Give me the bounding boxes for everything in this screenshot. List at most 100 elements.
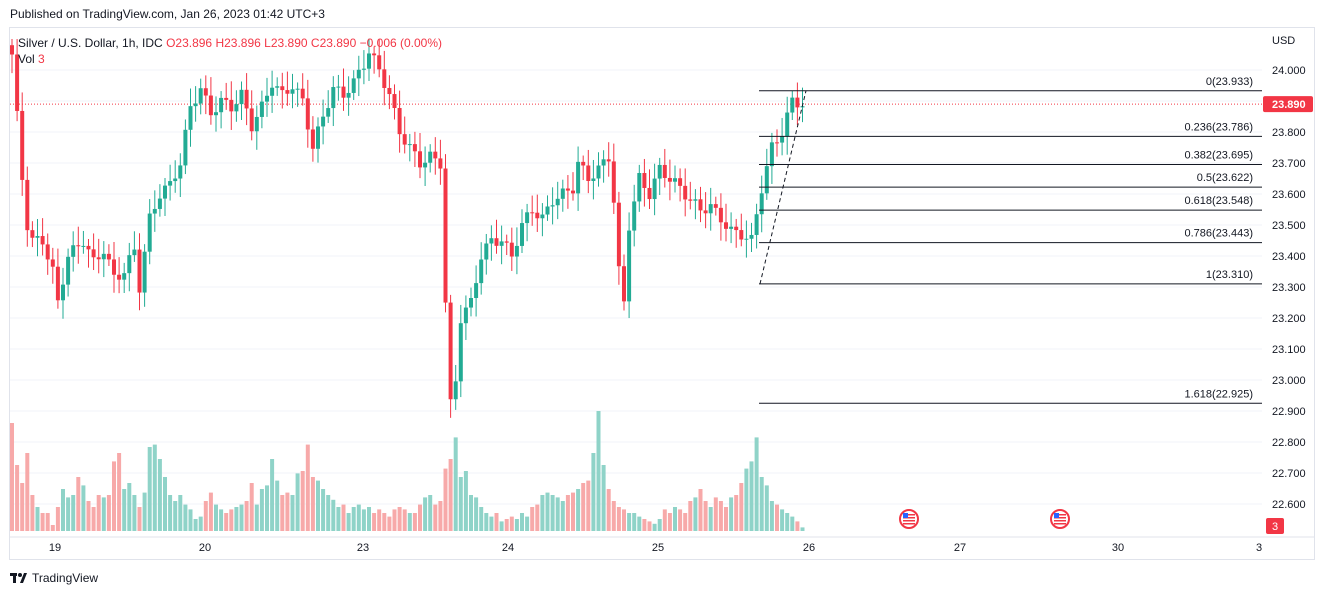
volume-bar (30, 495, 35, 531)
volume-bar (683, 513, 688, 531)
volume-bar (300, 471, 305, 531)
volume-bar (285, 492, 290, 531)
candle (407, 133, 412, 162)
candle (392, 84, 397, 120)
candle (372, 46, 377, 74)
candle (535, 194, 540, 232)
candle (239, 81, 244, 121)
candle (188, 88, 193, 147)
candle (25, 166, 30, 247)
volume-value: 3 (38, 52, 45, 66)
us-flag-event-icon (899, 509, 919, 529)
price-tick-label: 22.700 (1272, 468, 1306, 480)
fib-level-label: 0.236(23.786) (1185, 121, 1254, 133)
candle (346, 76, 351, 116)
candle (571, 172, 575, 201)
candle (244, 73, 249, 126)
candle (795, 82, 800, 125)
candle (514, 227, 519, 275)
candle (285, 71, 290, 106)
candle (402, 116, 407, 154)
fib-level-label: 0.5(23.622) (1197, 172, 1253, 184)
candle (693, 189, 698, 220)
candle (377, 39, 382, 78)
candle (713, 196, 718, 216)
candle (678, 168, 683, 202)
volume-bar (494, 513, 499, 531)
close-label: C (310, 36, 320, 50)
candle (229, 81, 234, 130)
price-tick-label: 22.600 (1272, 499, 1306, 511)
volume-bar (693, 497, 698, 531)
candle (652, 163, 657, 216)
candle (601, 150, 606, 183)
high-value: 23.896 (224, 36, 261, 50)
volume-bar (249, 483, 254, 531)
volume-bar (254, 504, 259, 531)
candle (463, 295, 468, 340)
chart-legend: Silver / U.S. Dollar, 1h, IDC O23.896 H2… (18, 35, 442, 67)
volume-bar (688, 501, 693, 531)
candle (86, 239, 91, 268)
volume-bar (15, 465, 20, 531)
volume-bar (229, 509, 234, 531)
volume-bar (754, 437, 759, 531)
volume-bar (203, 501, 208, 531)
candle (438, 139, 443, 185)
volume-bar (667, 513, 672, 531)
tradingview-logo-icon (10, 572, 28, 584)
candle (724, 203, 728, 242)
candle (15, 39, 20, 122)
candle (295, 82, 300, 107)
volume-bar (647, 521, 652, 531)
volume-bar (392, 509, 397, 531)
candle (739, 213, 744, 247)
volume-bar (377, 509, 382, 531)
candle (458, 304, 463, 398)
candle (112, 242, 116, 293)
candle (718, 193, 723, 241)
volume-bar (581, 483, 586, 531)
candle (40, 218, 45, 256)
volume-bar (489, 516, 494, 531)
volume-bar (795, 521, 800, 531)
candle (259, 90, 264, 129)
volume-bar (224, 513, 229, 531)
candle (321, 99, 326, 145)
chart-frame[interactable] (9, 27, 1315, 560)
candle (208, 77, 213, 125)
volume-bar (438, 501, 443, 531)
candle (50, 247, 55, 284)
candle (142, 244, 147, 307)
symbol-title: Silver / U.S. Dollar, 1h, IDC (18, 36, 163, 50)
candle (499, 225, 504, 265)
tradingview-brand[interactable]: TradingView (10, 571, 98, 585)
candle (300, 73, 305, 106)
price-tick-label: 23.300 (1272, 282, 1306, 294)
volume-label: Vol (18, 52, 35, 66)
volume-bar (448, 459, 453, 531)
open-label: O (166, 36, 176, 50)
volume-bar (769, 501, 774, 531)
close-value: 23.890 (319, 36, 357, 50)
candle (673, 165, 677, 193)
volume-bar (790, 516, 795, 531)
volume-bar (244, 501, 249, 531)
volume-bar (565, 495, 570, 531)
candle (387, 75, 392, 110)
volume-bar (764, 485, 769, 531)
volume-bar (208, 492, 213, 531)
volume-bar (50, 525, 55, 531)
candle (270, 70, 275, 113)
volume-bar (382, 513, 387, 531)
candle (560, 179, 565, 212)
time-tick-label: 23 (357, 542, 369, 554)
candle (76, 226, 81, 264)
candle (66, 248, 71, 297)
volume-bar (474, 497, 479, 531)
volume-bar (20, 483, 25, 531)
volume-bar (662, 509, 667, 531)
fib-trend-line (759, 90, 807, 285)
time-tick-label: 25 (652, 542, 664, 554)
